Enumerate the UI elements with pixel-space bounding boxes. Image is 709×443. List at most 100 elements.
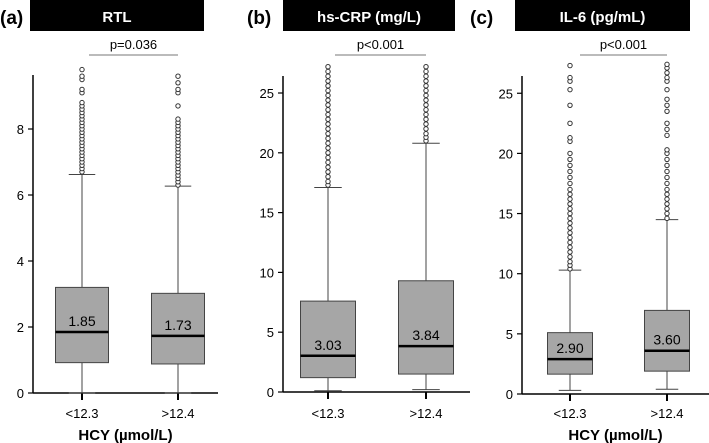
panel-title: RTL [102,9,131,26]
outlier-point [79,73,85,79]
outlier-point [79,66,85,73]
y-tick-label: 15 [260,206,274,221]
outlier-point [423,130,429,137]
outlier-point [423,116,429,123]
outlier-point [664,162,670,169]
outlier-point [175,116,181,122]
x-axis-label: HCY (µmol/L) [568,427,662,443]
panel-title: hs-CRP (mg/L) [317,9,421,26]
outlier-point [567,180,573,187]
y-tick-label: 0 [17,386,24,401]
outlier-point [175,103,181,109]
outlier-point [423,92,429,99]
outlier-point [664,147,670,153]
outlier-point [664,201,670,207]
outlier-point [423,68,429,75]
p-value-label: p<0.001 [600,37,647,52]
outlier-point [423,107,429,113]
panel-3: (c) IL-6 (pg/mL) p<0.001 0 5 10 15 20 25 <12.3 >12… [470,0,709,443]
panel-1: (a) RTL p=0.036 0 2 4 6 8 <12.3 >12.4 HCY (µmol/L)… [0,0,218,443]
outlier-point [664,70,670,76]
outlier-point [325,111,331,118]
outlier-point [423,78,429,84]
outlier-point [567,86,573,93]
y-tick-label: 15 [499,207,513,222]
outlier-point [79,99,85,106]
outlier-point [325,92,331,99]
y-tick-label: 10 [260,265,274,280]
outlier-point [567,102,573,108]
outlier-point [567,239,573,246]
y-tick-label: 20 [260,146,274,161]
outlier-point [664,196,670,202]
outlier-point [567,258,573,265]
panel-title-bar [283,0,455,31]
outlier-point [325,102,331,108]
outlier-point [664,74,670,81]
outlier-point [325,97,331,103]
outlier-point [664,120,670,127]
median-label: 3.03 [314,337,341,353]
outlier-point [567,249,573,255]
box-1: 1.85 [55,66,109,394]
outlier-point [567,174,573,181]
outlier-point [325,164,331,170]
outlier-point [567,225,573,231]
outlier-point [325,154,331,161]
outlier-point [325,126,331,132]
outlier-point [664,174,670,181]
outlier-point [567,244,573,250]
outlier-point [664,215,670,222]
y-tick-label: 6 [17,188,24,203]
panel-label: (b) [247,8,271,29]
outlier-point [664,156,670,163]
median-label: 3.60 [653,332,680,348]
outlier-point [567,150,573,157]
outlier-point [325,73,331,79]
box-2: 3.60 [644,61,690,390]
outlier-point [325,63,331,70]
y-tick-label: 25 [260,86,274,101]
outlier-point [664,96,670,102]
outlier-point [423,97,429,103]
outlier-point [325,145,331,151]
p-value-label: p=0.036 [110,37,157,52]
outlier-point [664,191,670,198]
outlier-point [325,150,331,156]
median-label: 3.84 [412,327,439,343]
outlier-point [567,234,573,241]
panel-title: IL-6 (pg/mL) [560,9,646,26]
median-label: 1.85 [68,313,95,329]
outlier-point [423,73,429,79]
panel-title-bar [30,0,204,31]
outlier-point [664,126,670,133]
y-tick-label: 8 [17,122,24,137]
outlier-point [423,83,429,89]
outlier-point [325,116,331,123]
outlier-point [567,201,573,207]
x-tick-label: >12.4 [162,406,195,421]
outlier-point [664,168,670,175]
outlier-point [325,178,331,185]
box-2: 1.73 [151,73,205,394]
outlier-point [567,168,573,175]
y-tick-label: 5 [267,325,274,340]
outlier-point [325,87,331,94]
outlier-point [423,126,429,132]
outlier-point [664,186,670,193]
box-iqr [398,280,454,375]
x-tick-label: >12.4 [651,406,684,421]
y-tick-label: 5 [506,327,513,342]
outlier-point [423,63,429,70]
outlier-point [325,68,331,75]
outlier-point [664,180,670,187]
outlier-point [567,254,573,260]
median-label: 2.90 [556,340,583,356]
x-tick-label: <12.3 [312,406,345,421]
outlier-point [79,86,85,93]
outlier-point [567,74,573,81]
outlier-point [567,120,573,127]
y-tick-label: 25 [499,86,513,101]
y-tick-label: 0 [267,385,274,400]
